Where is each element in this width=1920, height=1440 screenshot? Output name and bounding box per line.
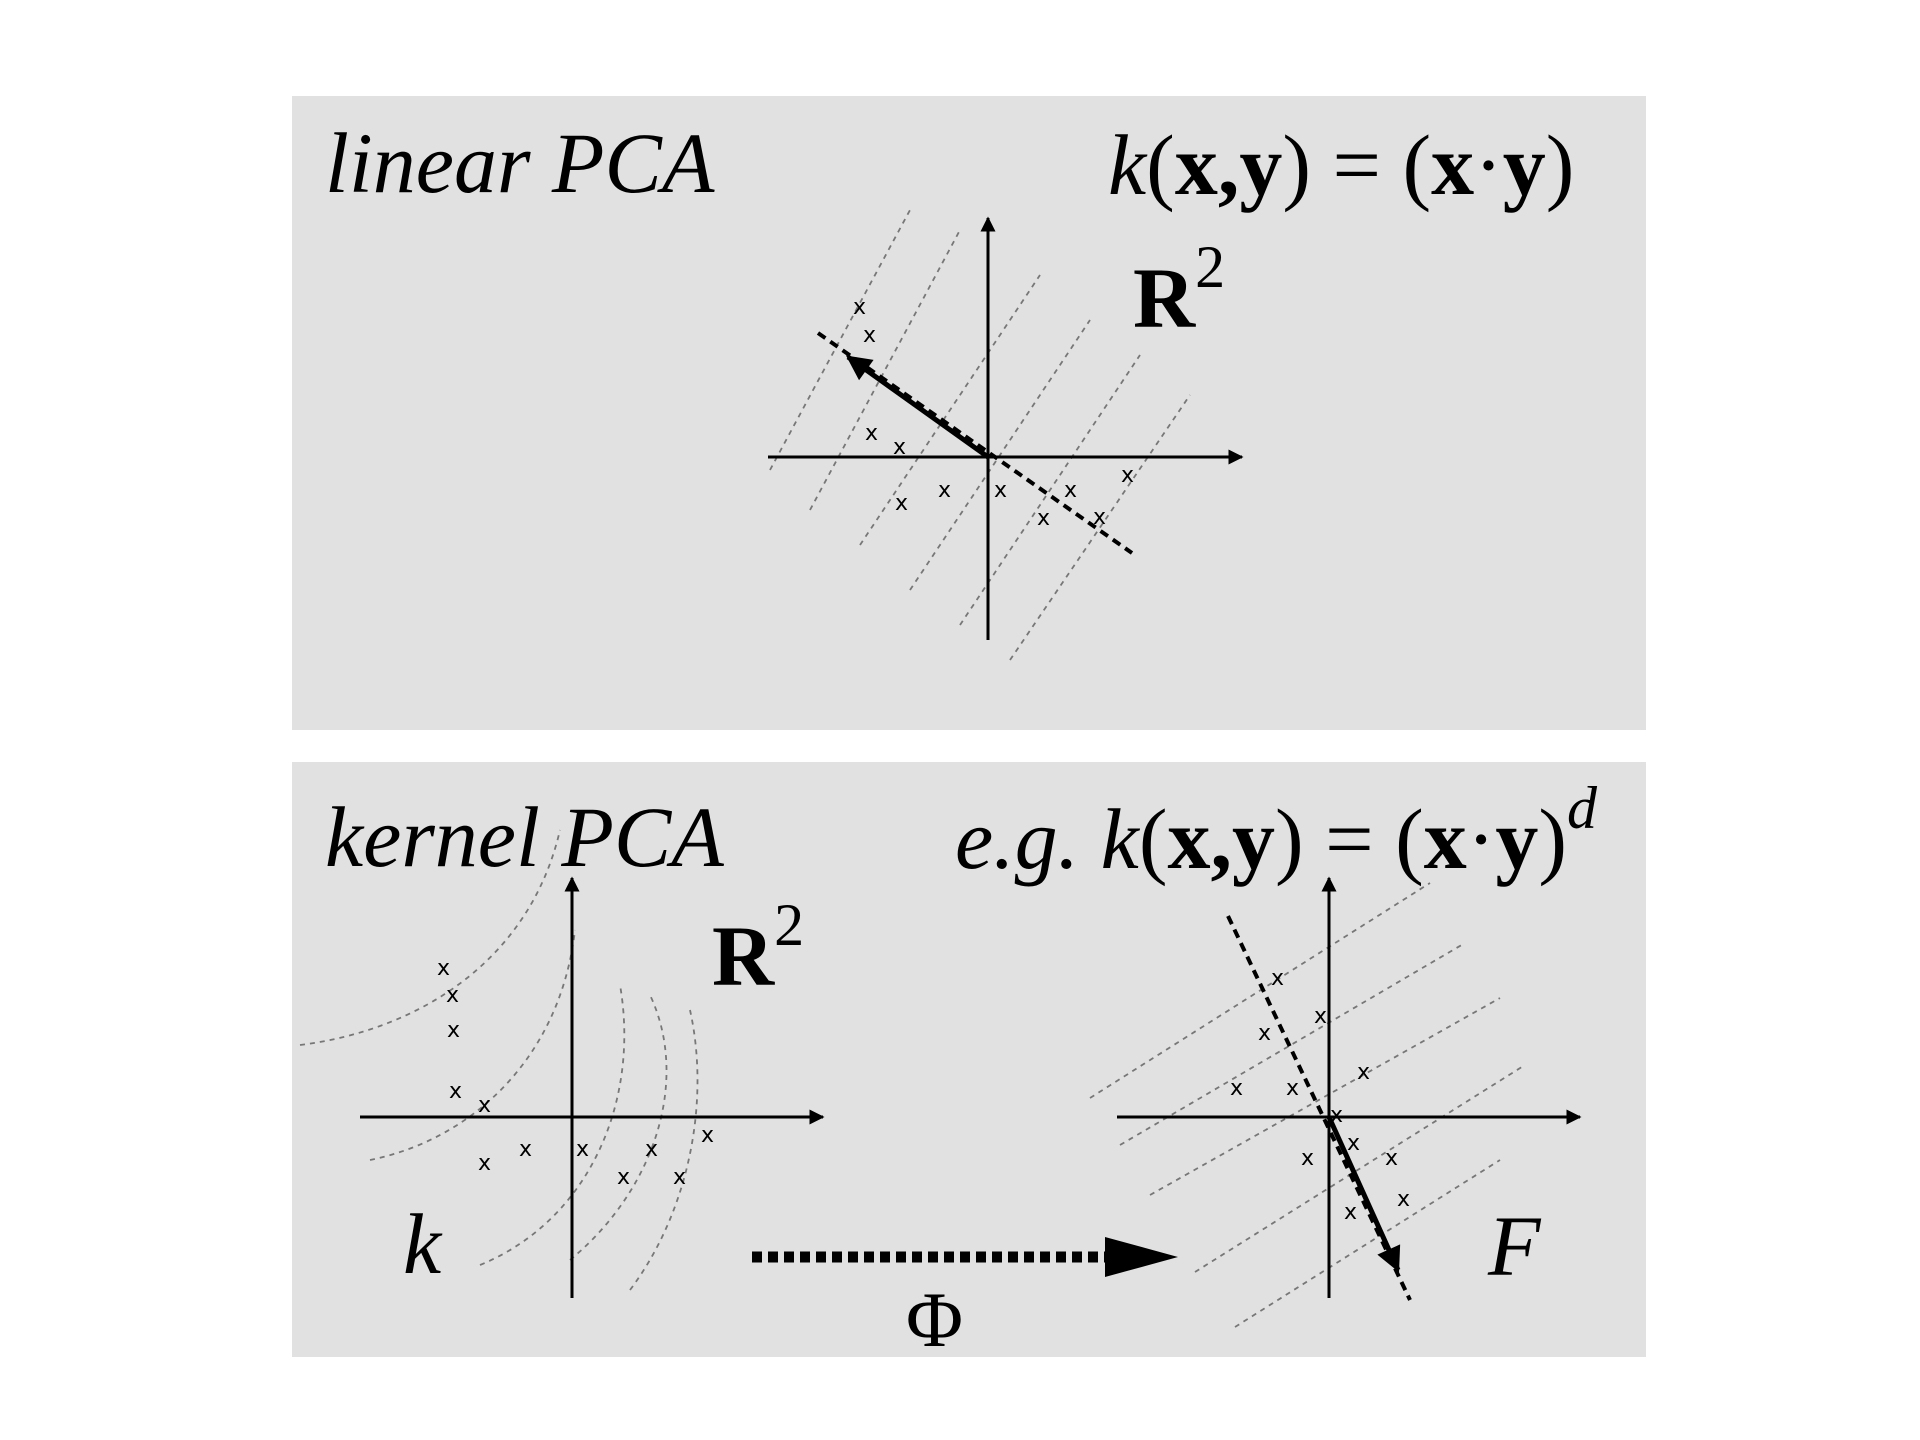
- linear-kernel-formula: k(x,y) = (x·y): [1108, 117, 1574, 213]
- data-point: x: [447, 1018, 460, 1043]
- kernel-pca-title: kernel PCA: [325, 789, 724, 885]
- data-point: x: [673, 1165, 686, 1190]
- data-point: x: [1258, 1021, 1271, 1046]
- linear-pca-panel: [292, 96, 1646, 730]
- data-point: x: [863, 323, 876, 348]
- input-space-k-label: k: [403, 1196, 443, 1292]
- contour-curve: [629, 1009, 699, 1291]
- contour-line: [1234, 1159, 1501, 1328]
- data-point: x: [853, 295, 866, 320]
- data-point: x: [994, 478, 1007, 503]
- data-point: x: [1344, 1200, 1357, 1225]
- polynomial-kernel-formula: e.g. k(x,y) = (x·y)d: [955, 775, 1598, 887]
- input-space-label-bottom: R2: [712, 892, 804, 1004]
- data-point: x: [895, 491, 908, 516]
- data-point: x: [1271, 966, 1284, 991]
- data-point: x: [865, 421, 878, 446]
- data-point: x: [1330, 1103, 1343, 1128]
- contour-line: [859, 274, 1041, 546]
- contour-line: [1194, 1064, 1526, 1273]
- data-points-top: x x x x x x x x x x x: [853, 295, 1134, 531]
- data-point: x: [1121, 463, 1134, 488]
- data-point: x: [1064, 478, 1077, 503]
- phi-label: Φ: [906, 1276, 963, 1363]
- data-point: x: [576, 1137, 589, 1162]
- data-point: x: [1301, 1146, 1314, 1171]
- contour-line: [809, 229, 961, 511]
- data-point: x: [1286, 1076, 1299, 1101]
- principal-axis-feature: [1226, 915, 1412, 1301]
- data-point: x: [1357, 1060, 1370, 1085]
- data-point: x: [617, 1165, 630, 1190]
- contour-line: [959, 354, 1141, 626]
- data-point: x: [1093, 505, 1106, 530]
- contour-line: [1119, 942, 1466, 1146]
- feature-contour-lines: [1089, 882, 1526, 1328]
- data-point: x: [893, 435, 906, 460]
- data-point: x: [1314, 1004, 1327, 1029]
- data-point: x: [446, 983, 459, 1008]
- data-point: x: [1397, 1187, 1410, 1212]
- contour-curve: [479, 984, 626, 1266]
- data-point: x: [519, 1137, 532, 1162]
- data-points-feature: x x x x x x x x x x x x: [1230, 966, 1410, 1225]
- input-space-label-top: R2: [1133, 234, 1225, 346]
- data-point: x: [938, 478, 951, 503]
- data-point: x: [645, 1137, 658, 1162]
- data-point: x: [1347, 1131, 1360, 1156]
- linear-pca-title: linear PCA: [325, 115, 715, 211]
- nonlinear-contour-lines: [299, 829, 699, 1291]
- contour-line: [1009, 394, 1191, 661]
- data-point: x: [1037, 506, 1050, 531]
- data-point: x: [1230, 1076, 1243, 1101]
- data-point: x: [478, 1151, 491, 1176]
- data-point: x: [1385, 1146, 1398, 1171]
- feature-space-label: F: [1487, 1198, 1542, 1294]
- contour-line: [909, 319, 1091, 591]
- contour-curve: [569, 994, 668, 1261]
- data-point: x: [701, 1123, 714, 1148]
- contour-curve: [369, 929, 576, 1161]
- principal-component-vector-feature: [1326, 1115, 1401, 1273]
- contour-line: [1149, 997, 1501, 1196]
- feature-map-arrowhead: [1105, 1237, 1178, 1277]
- linear-contour-lines: [769, 209, 1191, 661]
- principal-component-vector-top: [845, 354, 990, 460]
- data-point: x: [478, 1093, 491, 1118]
- data-points-input: x x x x x x x x x x x x: [437, 956, 714, 1190]
- contour-line: [1089, 882, 1431, 1099]
- data-point: x: [449, 1079, 462, 1104]
- data-point: x: [437, 956, 450, 981]
